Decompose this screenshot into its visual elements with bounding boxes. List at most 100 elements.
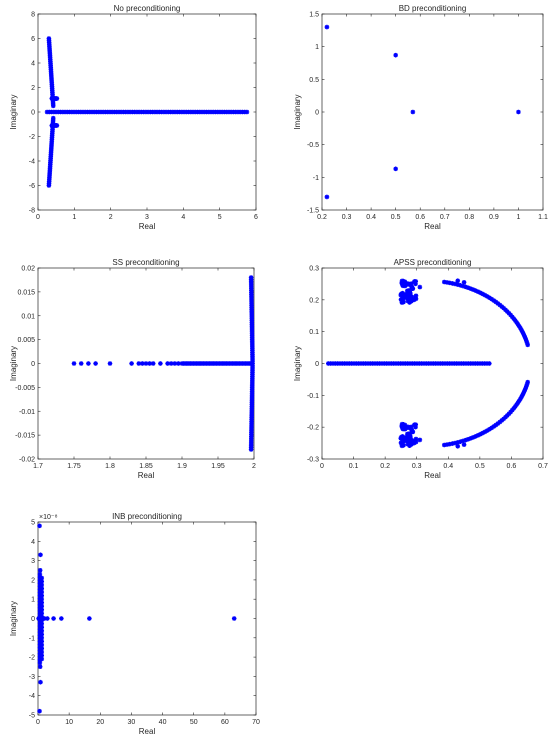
x-tick-label: 0.3 <box>412 463 422 470</box>
data-point <box>519 394 524 400</box>
data-point <box>391 361 396 366</box>
data-point <box>487 361 492 366</box>
data-point <box>50 103 56 109</box>
data-point <box>405 295 411 301</box>
data-point <box>406 282 412 287</box>
x-tick-label: 0.6 <box>415 214 425 221</box>
data-point <box>250 363 255 369</box>
data-point <box>478 290 483 296</box>
data-point <box>470 435 476 440</box>
y-tick-label: -2 <box>29 134 35 141</box>
data-point <box>452 440 458 446</box>
data-point <box>465 285 471 291</box>
y-tick-label: -1.5 <box>307 208 319 215</box>
x-tick-label: 2 <box>252 463 256 470</box>
chart-panel-1: No preconditioning 0 1 2 3 4 5 6 -8 -6 -4 -2 0 2 4 6 8 Re… <box>9 4 258 231</box>
y-axis-label: Imaginary <box>9 601 18 636</box>
data-point <box>408 424 414 430</box>
x-tick-label: 1.85 <box>139 463 153 470</box>
x-tick-label: 0 <box>36 719 40 726</box>
data-point <box>414 361 420 366</box>
data-series <box>36 523 237 714</box>
data-point <box>449 361 455 366</box>
data-point <box>478 431 483 437</box>
data-point <box>438 361 443 366</box>
data-point <box>412 361 417 366</box>
y-tick-label: 2 <box>31 577 35 584</box>
data-point <box>458 439 463 444</box>
data-point <box>497 302 503 308</box>
x-tick-label: 1.75 <box>67 463 81 470</box>
data-point <box>484 361 490 366</box>
data-series <box>326 278 531 449</box>
y-tick-label: 0.015 <box>17 289 35 296</box>
data-point <box>398 292 404 298</box>
data-point <box>51 616 56 621</box>
y-tick-label: 1 <box>315 44 319 51</box>
data-point <box>501 416 506 422</box>
data-point <box>398 435 404 441</box>
y-tick-label: 0.005 <box>17 337 35 344</box>
data-point <box>412 294 418 300</box>
data-point <box>39 603 45 609</box>
data-point <box>386 361 392 366</box>
data-point <box>393 52 398 58</box>
data-point <box>326 361 331 366</box>
data-point <box>463 284 468 290</box>
data-point <box>411 297 417 303</box>
data-series <box>324 24 521 200</box>
data-point <box>473 361 478 366</box>
y-axis-label: Imaginary <box>293 346 302 381</box>
data-point <box>399 443 405 449</box>
data-point <box>37 620 43 626</box>
data-point <box>39 628 45 634</box>
data-point <box>398 440 404 446</box>
y-tick-label: -0.5 <box>307 142 319 149</box>
x-tick-label: 0.5 <box>475 463 485 470</box>
data-point <box>344 361 350 366</box>
data-point <box>37 567 43 573</box>
data-point <box>503 414 508 420</box>
data-point <box>484 428 490 433</box>
data-point <box>480 291 485 297</box>
data-point <box>509 407 515 413</box>
data-point <box>335 361 340 366</box>
data-point <box>379 361 385 366</box>
data-point <box>407 300 412 305</box>
y-tick-label: 6 <box>31 36 35 43</box>
data-point <box>520 392 525 397</box>
data-point <box>475 433 481 438</box>
data-point <box>480 430 485 436</box>
data-point <box>521 332 527 337</box>
data-series <box>71 275 255 452</box>
data-point <box>440 361 445 366</box>
data-point <box>522 388 527 393</box>
x-axis-label: Real <box>424 471 441 480</box>
x-tick-label: 0.1 <box>349 463 359 470</box>
data-point <box>407 443 412 449</box>
data-point <box>491 424 497 429</box>
data-point <box>456 361 462 366</box>
x-tick-label: 0.7 <box>538 463 548 470</box>
chart-panel-4: APSS preconditioning 0 0.1 0.2 0.3 0.4 0.5 0.6 0… <box>293 258 548 480</box>
y-tick-label: 0.3 <box>309 266 319 273</box>
data-point <box>37 657 43 663</box>
x-tick-label: 1.1 <box>538 214 548 221</box>
data-point <box>519 327 524 333</box>
data-point <box>136 361 142 366</box>
data-point <box>39 632 45 637</box>
y-tick-label: 0.5 <box>309 77 319 84</box>
data-point <box>356 361 361 366</box>
data-point <box>447 361 452 366</box>
data-point <box>458 283 463 288</box>
x-tick-label: 1 <box>516 214 520 221</box>
x-tick-label: 40 <box>159 719 167 726</box>
data-point <box>482 361 487 366</box>
data-point <box>511 406 517 411</box>
data-point <box>431 361 436 366</box>
data-point <box>38 552 43 558</box>
data-point <box>461 280 467 285</box>
data-point <box>447 280 453 286</box>
data-point <box>452 281 458 287</box>
data-point <box>524 384 529 389</box>
